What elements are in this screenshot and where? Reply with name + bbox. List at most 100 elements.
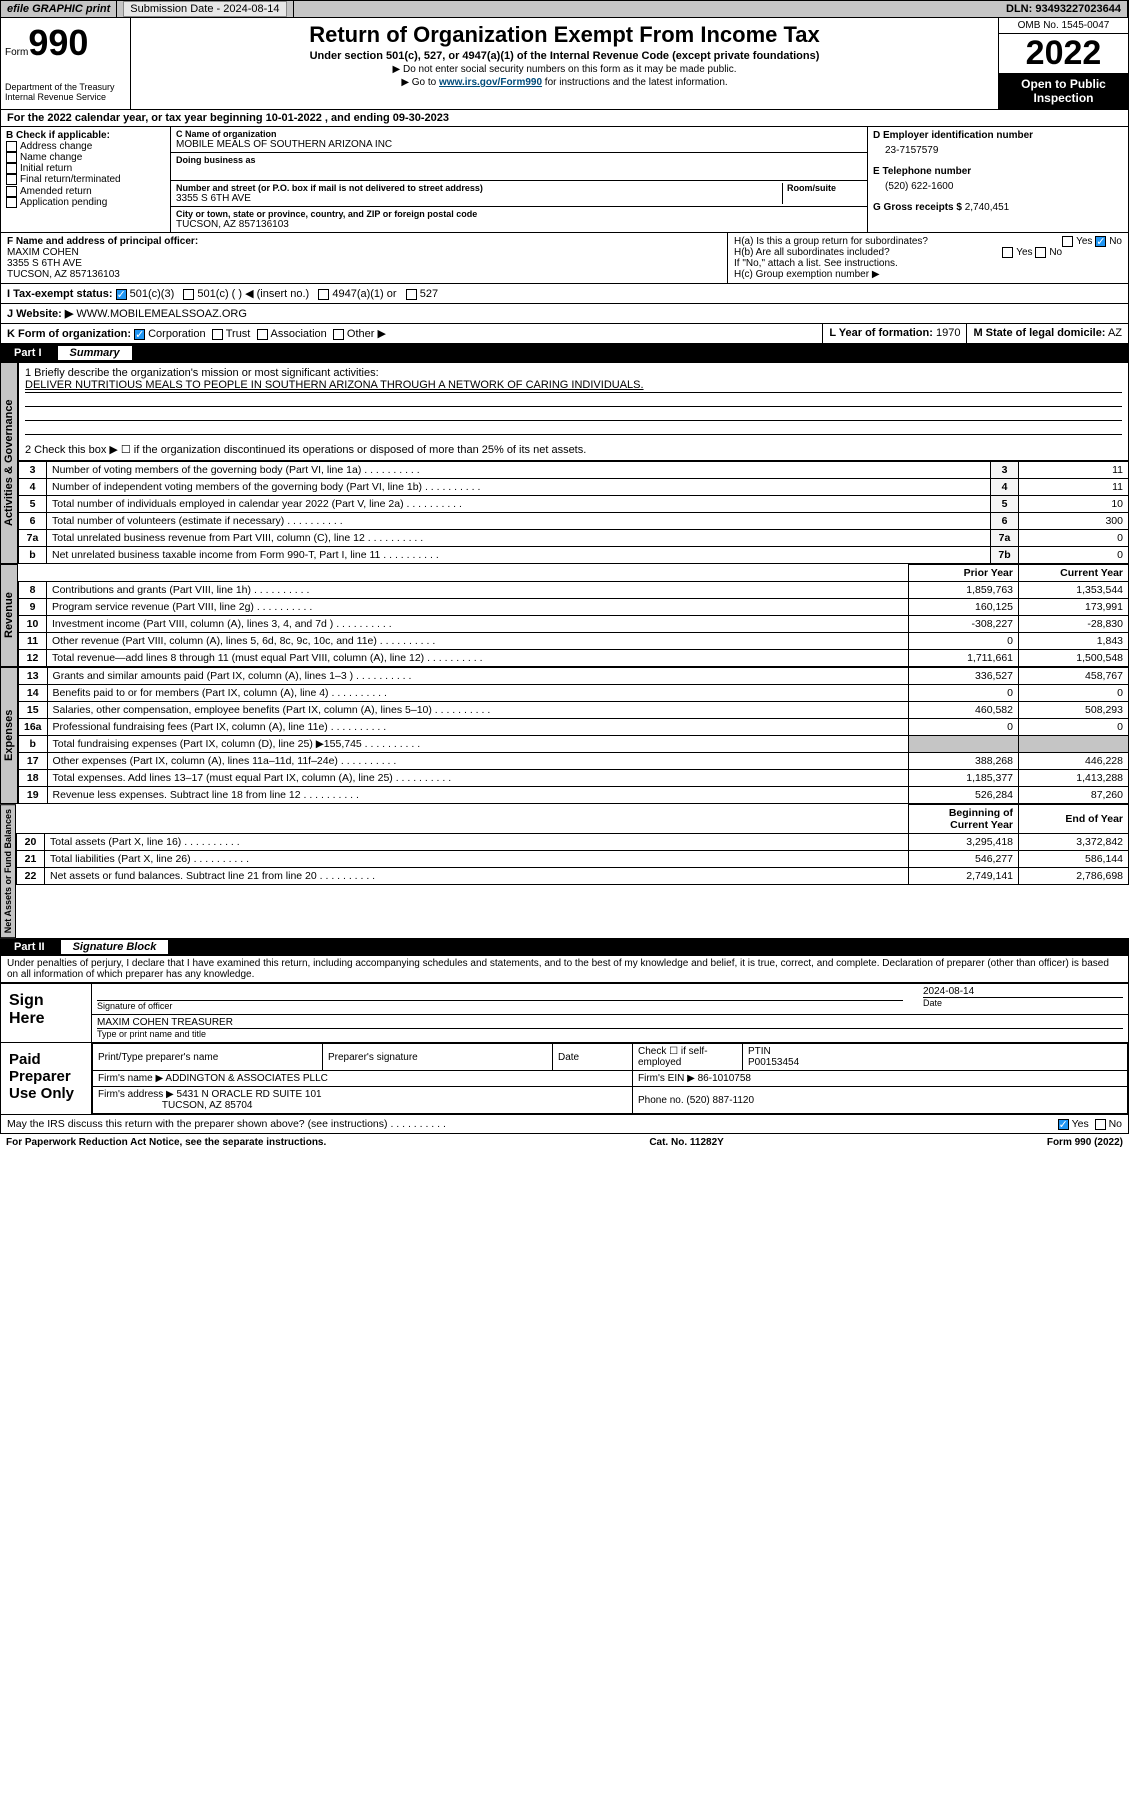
dln-label: DLN: 93493227023644 <box>1000 1 1128 17</box>
part-i-label: Part I <box>6 346 50 360</box>
part-ii-label: Part II <box>6 940 53 954</box>
opt-501c3: 501(c)(3) <box>130 288 175 300</box>
firm-city: TUCSON, AZ 85704 <box>162 1100 253 1111</box>
ein-label: D Employer identification number <box>873 130 1033 141</box>
prep-phone: (520) 887-1120 <box>686 1095 754 1106</box>
sig-officer-label: Signature of officer <box>97 1001 172 1011</box>
opt-501c: 501(c) ( ) ◀ (insert no.) <box>197 288 309 300</box>
website-label: J Website: ▶ <box>7 308 73 320</box>
expenses-table: 13Grants and similar amounts paid (Part … <box>18 667 1129 804</box>
gross-value: 2,740,451 <box>965 202 1010 213</box>
firm-addr: 5431 N ORACLE RD SUITE 101 <box>177 1089 322 1100</box>
website-value: WWW.MOBILEMEALSSOAZ.ORG <box>76 308 247 320</box>
hc-label: H(c) Group exemption number ▶ <box>734 269 1122 280</box>
room-label: Room/suite <box>787 183 862 193</box>
may-irs-text: May the IRS discuss this return with the… <box>7 1118 388 1130</box>
omb-label: OMB No. 1545-0047 <box>999 18 1128 34</box>
phone-label: E Telephone number <box>873 166 971 177</box>
line2-text: 2 Check this box ▶ ☐ if the organization… <box>25 443 1122 456</box>
box-d-e-g: D Employer identification number 23-7157… <box>868 127 1128 232</box>
box-c: C Name of organizationMOBILE MEALS OF SO… <box>171 127 868 232</box>
ha-no: No <box>1109 236 1122 247</box>
form-header: Form990 Department of the Treasury Inter… <box>0 18 1129 110</box>
year-form-label: L Year of formation: <box>829 327 933 339</box>
gross-label: G Gross receipts $ <box>873 202 962 213</box>
form-label: Form <box>5 47 28 58</box>
hb-note: If "No," attach a list. See instructions… <box>734 258 1122 269</box>
firm-ein-label: Firm's EIN ▶ <box>638 1073 695 1084</box>
part-i-title: Summary <box>58 346 132 360</box>
opt-trust: Trust <box>226 328 251 340</box>
domicile-label: M State of legal domicile: <box>973 327 1105 339</box>
firm-name-label: Firm's name ▶ <box>98 1073 163 1084</box>
hb-label: H(b) Are all subordinates included? <box>734 247 890 258</box>
org-name: MOBILE MEALS OF SOUTHERN ARIZONA INC <box>176 139 862 150</box>
opt-assoc: Association <box>271 328 327 340</box>
form-org-label: K Form of organization: <box>7 328 131 340</box>
ein-value: 23-7157579 <box>885 145 1123 156</box>
revenue-table: Prior YearCurrent Year8Contributions and… <box>18 564 1129 667</box>
dept-label: Department of the Treasury Internal Reve… <box>5 82 126 102</box>
footer-mid: Cat. No. 11282Y <box>649 1137 723 1148</box>
chk-initial-return: Initial return <box>20 163 72 174</box>
year-label: 2022 <box>999 34 1128 73</box>
org-name-label: C Name of organization <box>176 129 862 139</box>
period-label: For the 2022 calendar year, or tax year … <box>7 112 449 124</box>
side-governance: Activities & Governance <box>0 362 18 564</box>
side-net: Net Assets or Fund Balances <box>0 804 16 938</box>
type-name-label: Type or print name and title <box>97 1029 206 1039</box>
side-revenue: Revenue <box>0 564 18 667</box>
preparer-table: Print/Type preparer's name Preparer's si… <box>92 1043 1128 1114</box>
subtitle: Under section 501(c), 527, or 4947(a)(1)… <box>139 50 990 62</box>
footer-right: Form 990 (2022) <box>1047 1137 1123 1148</box>
chk-app-pending: Application pending <box>20 197 107 208</box>
chk-name-change: Name change <box>20 152 82 163</box>
note2-pre: ▶ Go to <box>401 77 439 88</box>
ptin-label: PTIN <box>748 1046 771 1057</box>
tax-period-row: For the 2022 calendar year, or tax year … <box>0 110 1129 127</box>
mission-text: DELIVER NUTRITIOUS MEALS TO PEOPLE IN SO… <box>25 379 1122 393</box>
opt-4947: 4947(a)(1) or <box>332 288 396 300</box>
sign-here-label: Sign Here <box>1 984 91 1042</box>
prep-name-col: Print/Type preparer's name <box>93 1044 323 1071</box>
prep-sig-col: Preparer's signature <box>323 1044 553 1071</box>
note1: ▶ Do not enter social security numbers o… <box>139 64 990 75</box>
officer-name: MAXIM COHEN <box>7 247 721 258</box>
self-emp-check: Check ☐ if self-employed <box>633 1044 743 1071</box>
prep-date-col: Date <box>553 1044 633 1071</box>
paid-prep-label: Paid Preparer Use Only <box>1 1043 91 1114</box>
submission-date-button[interactable]: Submission Date - 2024-08-14 <box>123 1 286 17</box>
phone-value: (520) 622-1600 <box>885 181 1123 192</box>
officer-label: F Name and address of principal officer: <box>7 236 198 247</box>
street-address: 3355 S 6TH AVE <box>176 193 782 204</box>
ptin-value: P00153454 <box>748 1057 799 1068</box>
city-label: City or town, state or province, country… <box>176 209 862 219</box>
part-i-header: Part I Summary <box>0 344 1129 362</box>
opt-527: 527 <box>420 288 438 300</box>
declaration-text: Under penalties of perjury, I declare th… <box>0 956 1129 983</box>
officer-name-typed: MAXIM COHEN TREASURER <box>97 1017 1123 1028</box>
date-label: Date <box>923 998 942 1008</box>
footer-left: For Paperwork Reduction Act Notice, see … <box>6 1137 326 1148</box>
city-value: TUCSON, AZ 857136103 <box>176 219 862 230</box>
prep-phone-label: Phone no. <box>638 1095 684 1106</box>
note2-post: for instructions and the latest informat… <box>542 77 728 88</box>
tax-status-label: I Tax-exempt status: <box>7 288 113 300</box>
year-form-value: 1970 <box>936 327 960 339</box>
mission-label: 1 Briefly describe the organization's mi… <box>25 367 1122 379</box>
sig-date: 2024-08-14 <box>923 986 1123 997</box>
ha-label: H(a) Is this a group return for subordin… <box>734 236 928 247</box>
firm-addr-label: Firm's address ▶ <box>98 1089 174 1100</box>
net-assets-table: Beginning of Current YearEnd of Year20To… <box>16 804 1129 885</box>
chk-final-return: Final return/terminated <box>20 175 121 186</box>
firm-ein: 86-1010758 <box>698 1073 751 1084</box>
signature-block: Sign Here Signature of officer 2024-08-1… <box>0 983 1129 1043</box>
chk-amended: Amended return <box>20 186 92 197</box>
irs-link[interactable]: www.irs.gov/Form990 <box>439 77 542 88</box>
officer-addr1: 3355 S 6TH AVE <box>7 258 721 269</box>
form-number: 990 <box>28 22 88 63</box>
box-b: B Check if applicable: Address change Na… <box>1 127 171 232</box>
top-bar: efile GRAPHIC print Submission Date - 20… <box>0 0 1129 18</box>
chk-address-change: Address change <box>20 141 92 152</box>
dba-label: Doing business as <box>176 155 862 165</box>
